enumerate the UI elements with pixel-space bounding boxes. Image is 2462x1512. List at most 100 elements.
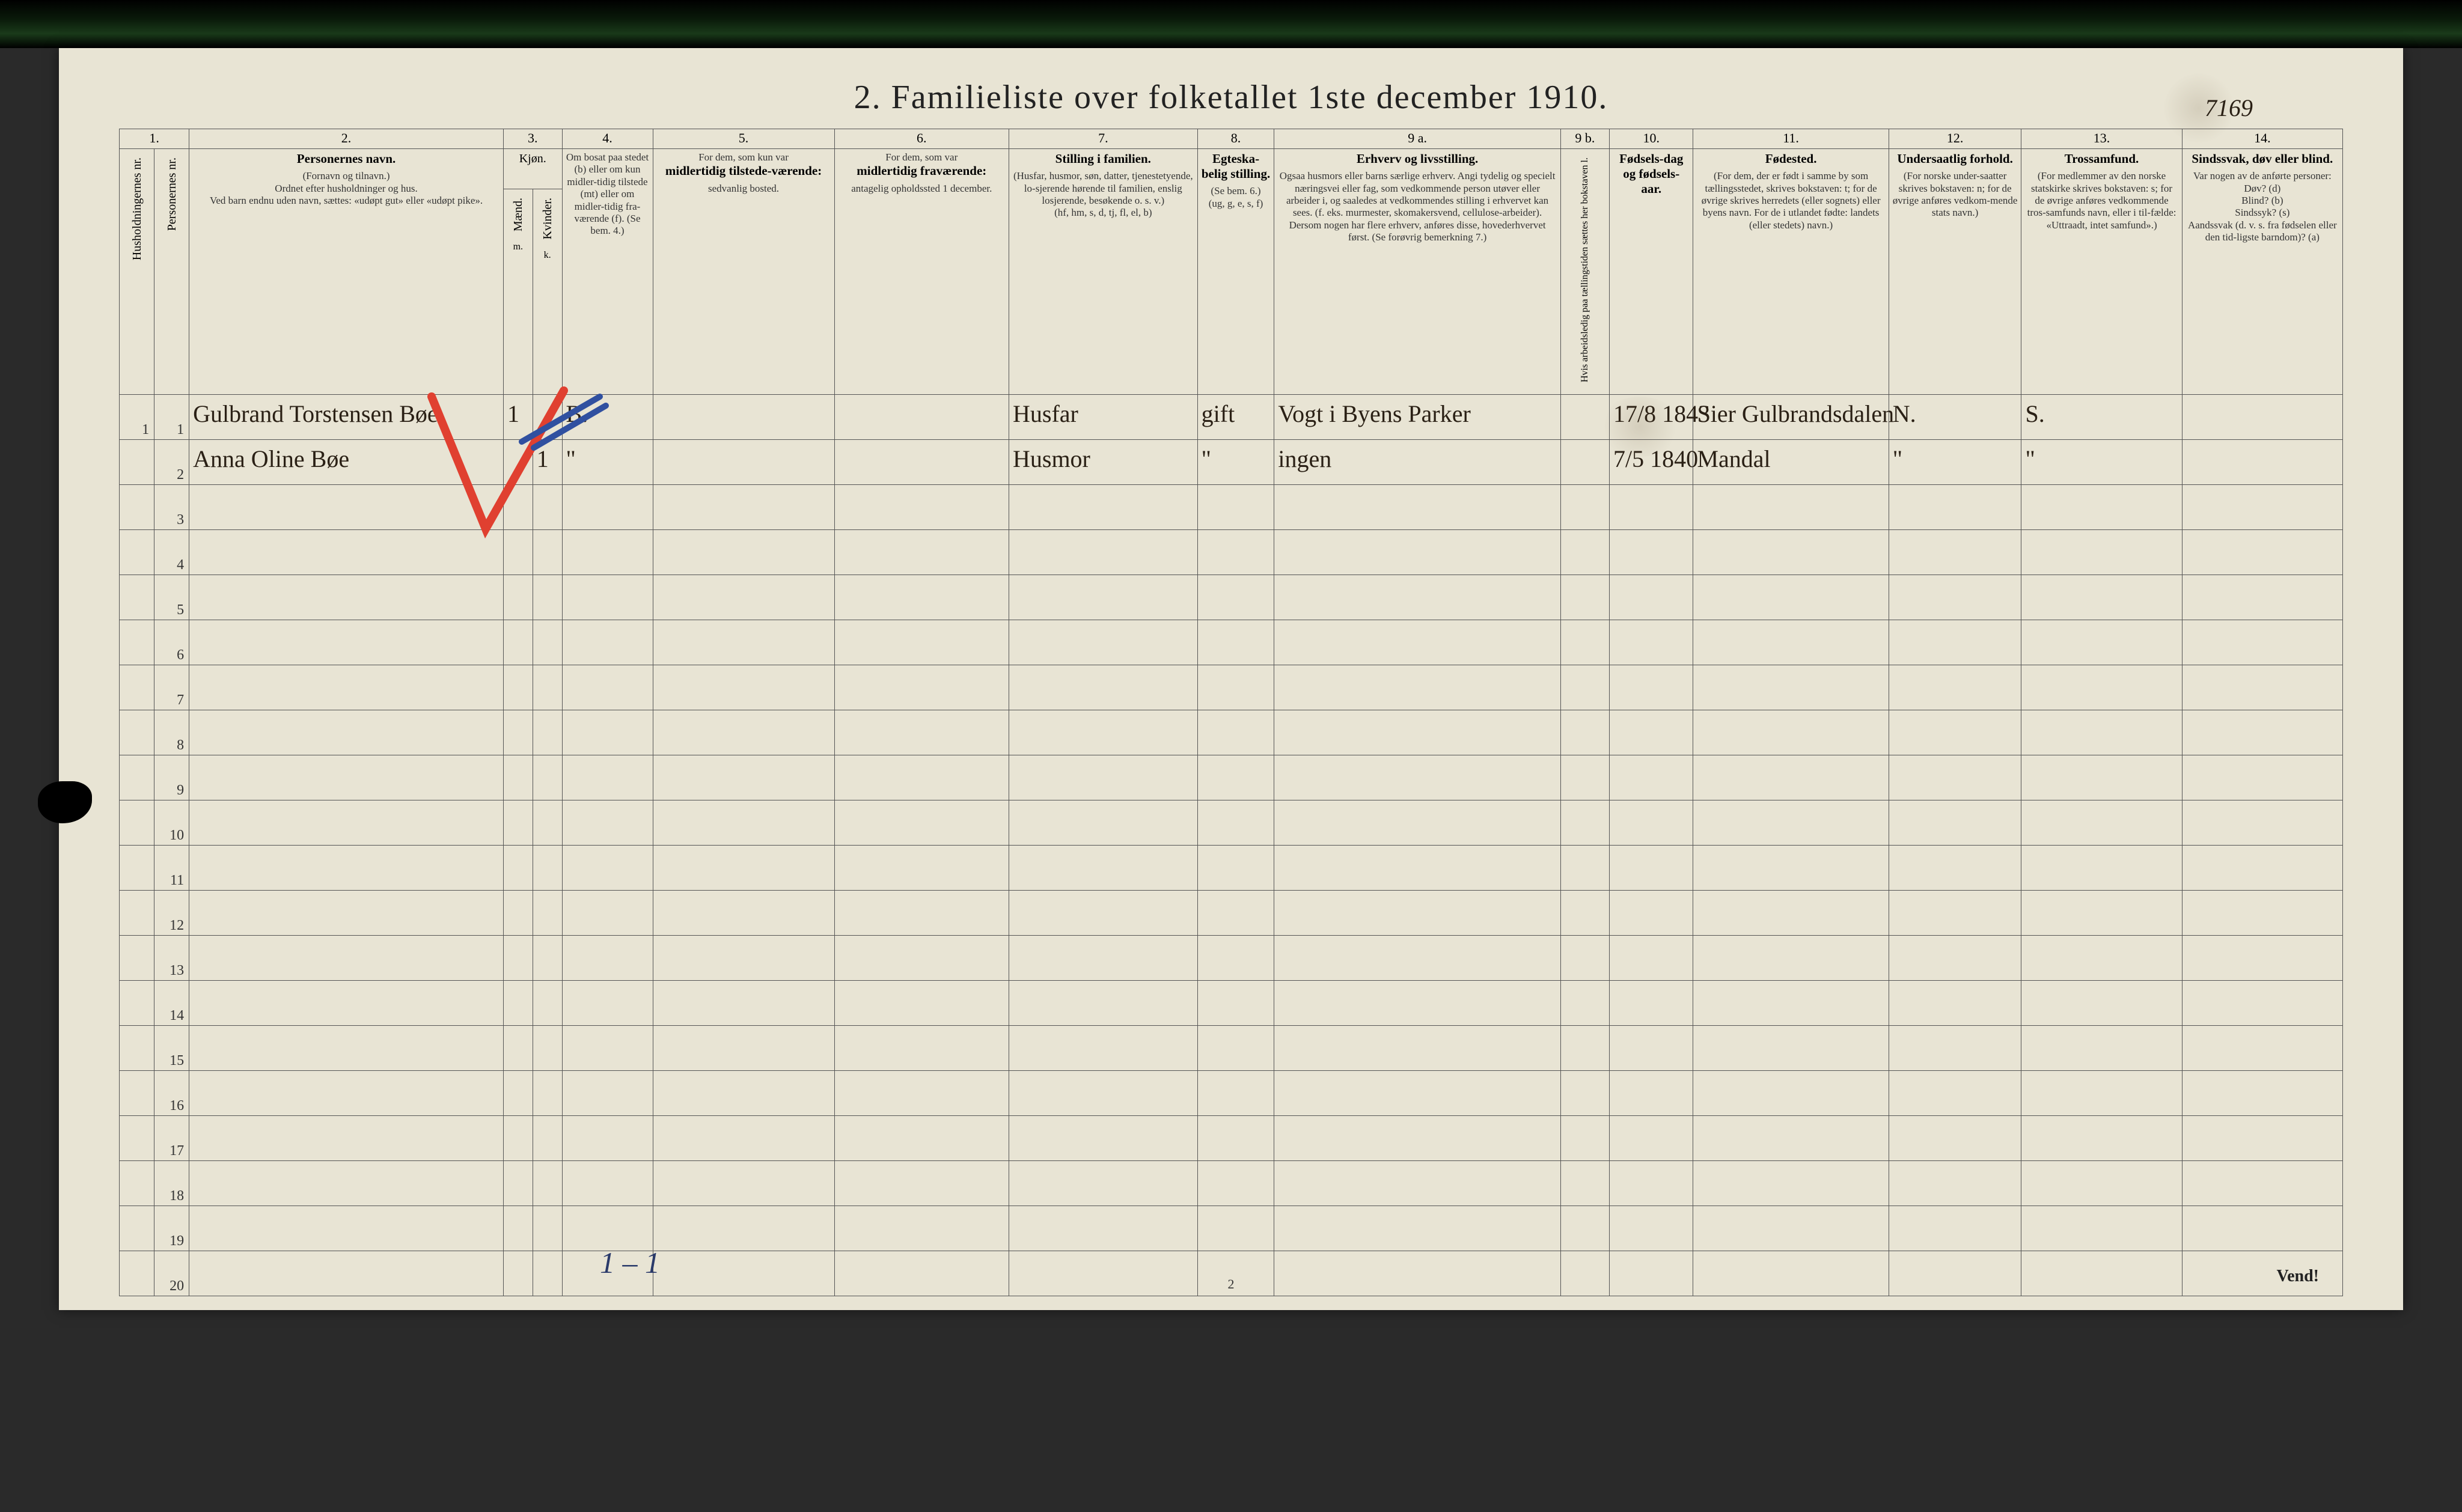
table-row: 5 — [120, 575, 2343, 620]
cell — [653, 1071, 834, 1116]
cell — [834, 800, 1009, 846]
cell — [533, 530, 562, 575]
cell — [1889, 620, 2021, 665]
cell — [1693, 710, 1889, 755]
cell — [189, 1071, 504, 1116]
cell — [653, 891, 834, 936]
cell — [2021, 891, 2182, 936]
cell — [2021, 800, 2182, 846]
cell — [653, 440, 834, 485]
head-5: For dem, som kun var midlertidig tilsted… — [653, 149, 834, 395]
cell — [1693, 936, 1889, 981]
cell: 14 — [154, 981, 189, 1026]
cell — [189, 665, 504, 710]
cell: Sier Gulbrandsdalen — [1693, 395, 1889, 440]
cell — [533, 575, 562, 620]
cell — [1274, 665, 1560, 710]
cell: 1 — [120, 395, 154, 440]
cell — [120, 981, 154, 1026]
cell — [1197, 846, 1274, 891]
cell: 1 — [154, 395, 189, 440]
cell: Vogt i Byens Parker — [1274, 395, 1560, 440]
cell — [2182, 665, 2342, 710]
cell — [1197, 575, 1274, 620]
cell: 16 — [154, 1071, 189, 1116]
cell — [120, 936, 154, 981]
cell — [1274, 936, 1560, 981]
cell — [189, 891, 504, 936]
scan-edge-top — [0, 0, 2462, 48]
cell — [189, 710, 504, 755]
cell — [562, 981, 653, 1026]
cell — [1009, 846, 1197, 891]
cell: 2 — [154, 440, 189, 485]
table-row: 9 — [120, 755, 2343, 800]
cell — [2021, 710, 2182, 755]
cell — [834, 620, 1009, 665]
cell — [1693, 800, 1889, 846]
cell — [2182, 530, 2342, 575]
cell — [1610, 530, 1693, 575]
cell — [1274, 1251, 1560, 1296]
cell — [1693, 530, 1889, 575]
cell — [2182, 440, 2342, 485]
cell — [2021, 981, 2182, 1026]
cell — [1197, 485, 1274, 530]
cell — [533, 800, 562, 846]
cell — [503, 800, 533, 846]
cell — [1889, 846, 2021, 891]
cell — [1274, 710, 1560, 755]
cell — [1197, 1206, 1274, 1251]
cell — [533, 665, 562, 710]
cell — [1693, 485, 1889, 530]
cell — [120, 665, 154, 710]
cell — [1610, 1206, 1693, 1251]
cell — [562, 620, 653, 665]
head-13: Trossamfund. (For medlemmer av den norsk… — [2021, 149, 2182, 395]
cell — [1889, 1071, 2021, 1116]
cell — [189, 1251, 504, 1296]
cell — [1009, 620, 1197, 665]
cell — [1197, 1026, 1274, 1071]
cell — [1274, 620, 1560, 665]
cell — [1274, 981, 1560, 1026]
cell — [189, 530, 504, 575]
page-number-annotation: 7169 — [2205, 90, 2253, 120]
cell — [120, 1206, 154, 1251]
cell — [2182, 891, 2342, 936]
cell — [1560, 530, 1609, 575]
cell — [1693, 1116, 1889, 1161]
cell — [834, 665, 1009, 710]
cell — [503, 1026, 533, 1071]
cell — [653, 1161, 834, 1206]
table-row: 16 — [120, 1071, 2343, 1116]
cell — [1009, 981, 1197, 1026]
ink-blot — [38, 781, 92, 823]
colnum-3: 3. — [503, 129, 562, 149]
cell — [653, 1116, 834, 1161]
cell — [1009, 1251, 1197, 1296]
cell — [1610, 710, 1693, 755]
head-1a: Husholdningernes nr. — [120, 149, 154, 395]
cell: 8 — [154, 710, 189, 755]
table-row: 3 — [120, 485, 2343, 530]
cell — [2021, 575, 2182, 620]
cell — [1889, 891, 2021, 936]
cell — [834, 981, 1009, 1026]
cell — [653, 620, 834, 665]
table-body: 11Gulbrand Torstensen Bøe1B.HusfargiftVo… — [120, 395, 2343, 1296]
table-row: 11Gulbrand Torstensen Bøe1B.HusfargiftVo… — [120, 395, 2343, 440]
cell — [2182, 1071, 2342, 1116]
cell — [1560, 1251, 1609, 1296]
cell — [533, 485, 562, 530]
cell — [2021, 485, 2182, 530]
page-title: 2. Familieliste over folketallet 1ste de… — [119, 78, 2343, 117]
cell — [834, 710, 1009, 755]
cell — [1889, 575, 2021, 620]
cell — [1889, 1206, 2021, 1251]
cell — [562, 800, 653, 846]
cell — [1197, 1251, 1274, 1296]
cell: B. — [562, 395, 653, 440]
cell — [562, 530, 653, 575]
cell — [1560, 981, 1609, 1026]
